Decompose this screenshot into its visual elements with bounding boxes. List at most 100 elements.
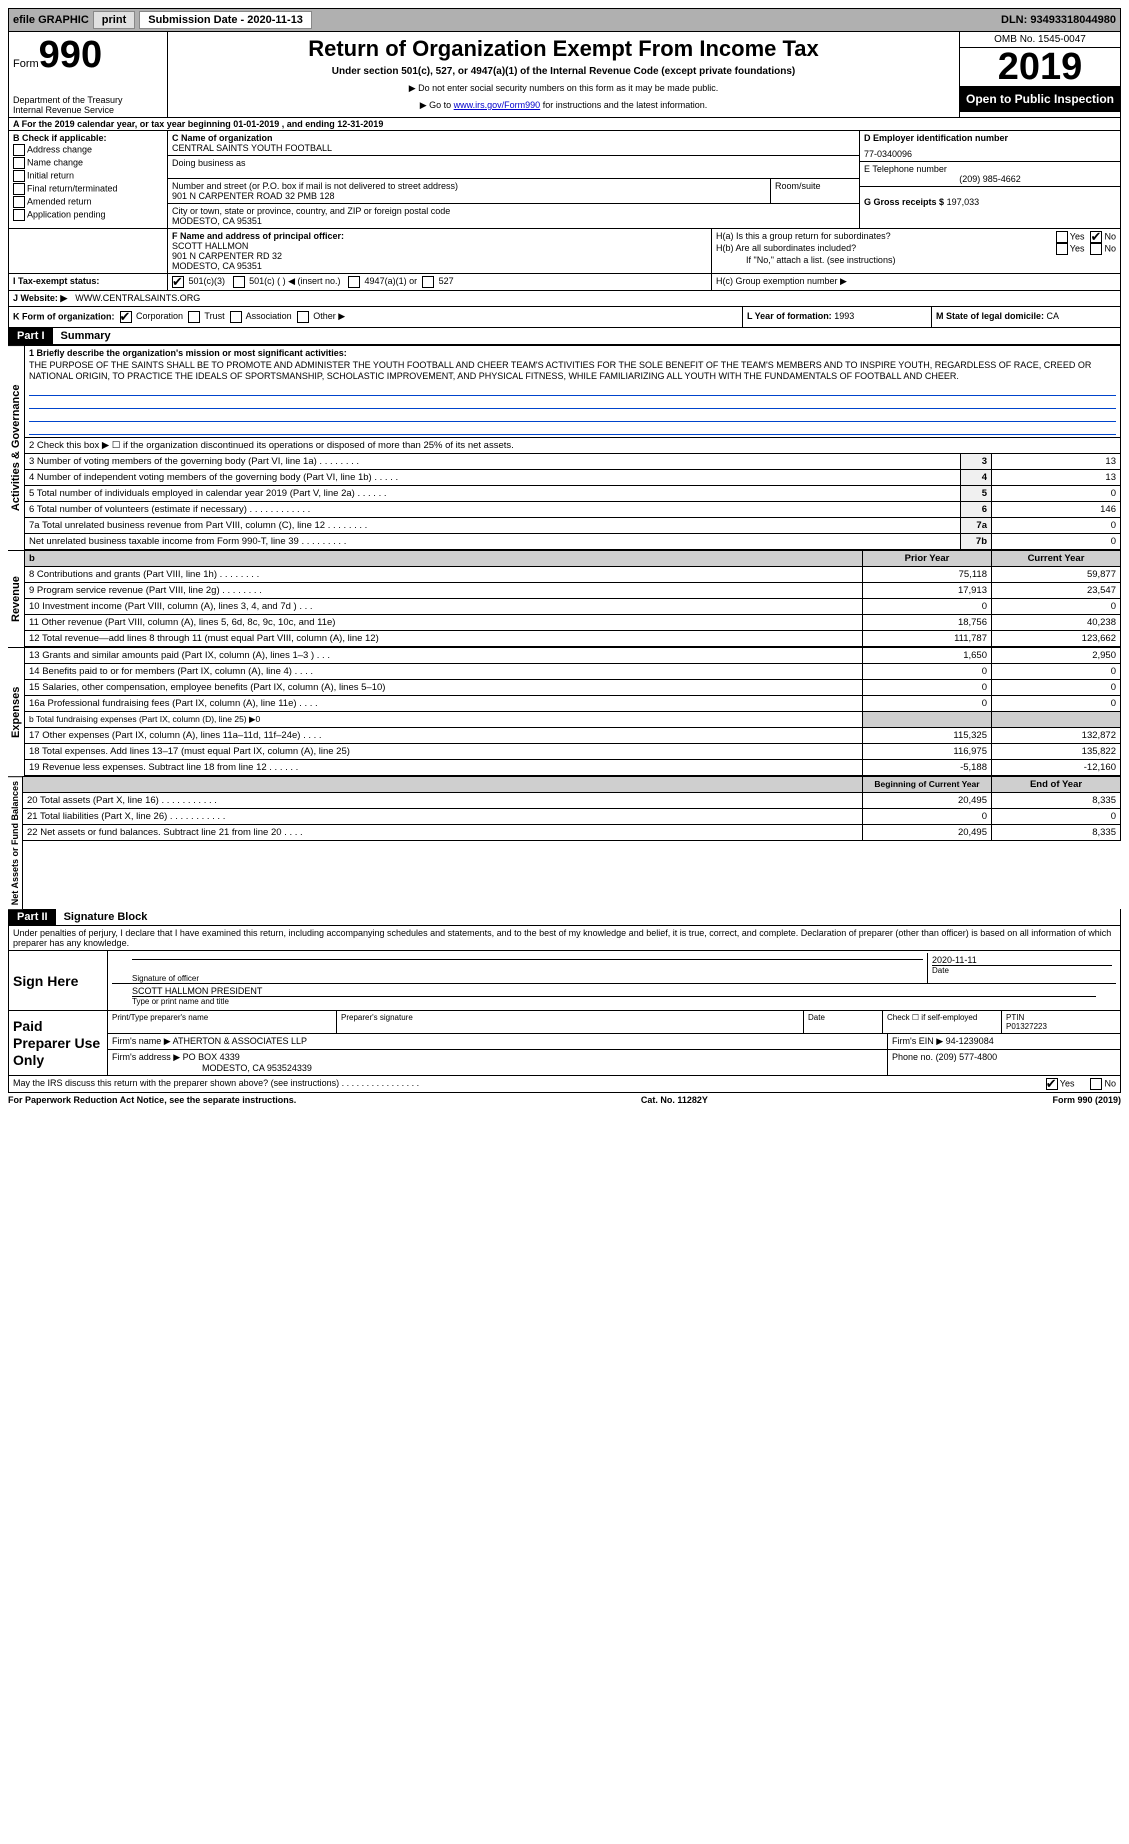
gross-receipts-label: G Gross receipts $ [864,197,944,207]
ha-label: H(a) Is this a group return for subordin… [716,231,1056,243]
line10-py: 0 [863,599,992,615]
city-label: City or town, state or province, country… [172,206,855,216]
line3-num: 3 [961,454,992,470]
exp-table: 13 Grants and similar amounts paid (Part… [25,647,1121,776]
ein-label: D Employer identification number [864,133,1116,143]
line12-text: 12 Total revenue—add lines 8 through 11 … [25,631,863,647]
line7b-val: 0 [992,534,1121,550]
line16a-text: 16a Professional fundraising fees (Part … [25,696,863,712]
addr-label: Number and street (or P.O. box if mail i… [172,181,766,191]
cb-address-change[interactable]: Address change [13,144,163,156]
line-a-tax-year: A For the 2019 calendar year, or tax yea… [8,118,1121,131]
row-l-label: L Year of formation: [747,311,832,321]
state-domicile: CA [1047,311,1060,321]
cb-501c[interactable]: 501(c) ( ) ◀ (insert no.) [233,276,341,286]
line4-text: 4 Number of independent voting members o… [25,470,961,486]
line16b-text: b Total fundraising expenses (Part IX, c… [25,712,863,728]
line7a-num: 7a [961,518,992,534]
line14-text: 14 Benefits paid to or for members (Part… [25,664,863,680]
officer-addr1: 901 N CARPENTER RD 32 [172,251,707,261]
line6-text: 6 Total number of volunteers (estimate i… [25,502,961,518]
line4-num: 4 [961,470,992,486]
line2: 2 Check this box ▶ ☐ if the organization… [25,438,1121,454]
irs-no[interactable]: No [1086,1076,1120,1092]
hb-no[interactable]: No [1090,243,1116,255]
cb-final-return[interactable]: Final return/terminated [13,183,163,195]
line21-text: 21 Total liabilities (Part X, line 26) .… [23,809,863,825]
tax-exempt-row: I Tax-exempt status: 501(c)(3) 501(c) ( … [8,274,1121,291]
line18-cy: 135,822 [992,744,1121,760]
line5-val: 0 [992,486,1121,502]
org-form-row: K Form of organization: Corporation Trus… [8,307,1121,328]
cb-corporation[interactable]: Corporation [120,311,184,321]
box-f-label: F Name and address of principal officer: [172,231,707,241]
irs-link[interactable]: www.irs.gov/Form990 [454,100,541,110]
irs-yes[interactable]: Yes [1042,1076,1079,1092]
cb-527[interactable]: 527 [422,276,454,286]
na-table: Beginning of Current YearEnd of Year 20 … [23,776,1121,841]
line8-py: 75,118 [863,567,992,583]
exp-section: Expenses 13 Grants and similar amounts p… [8,647,1121,776]
cb-4947[interactable]: 4947(a)(1) or [348,276,417,286]
sig-date-label: Date [932,965,1112,975]
line5-text: 5 Total number of individuals employed i… [25,486,961,502]
gross-receipts-value: 197,033 [947,197,980,207]
year-formation: 1993 [834,311,854,321]
line8-cy: 59,877 [992,567,1121,583]
part1-title: Summary [53,330,111,342]
ha-no[interactable]: No [1090,231,1116,243]
line12-py: 111,787 [863,631,992,647]
mission-label: 1 Briefly describe the organization's mi… [29,348,347,358]
submission-date: Submission Date - 2020-11-13 [139,11,312,29]
line17-py: 115,325 [863,728,992,744]
cb-501c3[interactable]: 501(c)(3) [172,276,225,286]
line20-cy: 8,335 [992,793,1121,809]
cb-trust[interactable]: Trust [188,311,225,321]
line18-py: 116,975 [863,744,992,760]
mission-line [29,398,1116,409]
line18-text: 18 Total expenses. Add lines 13–17 (must… [25,744,863,760]
line20-py: 20,495 [863,793,992,809]
gov-section: Activities & Governance 1 Briefly descri… [8,345,1121,550]
cb-application-pending[interactable]: Application pending [13,209,163,221]
line9-cy: 23,547 [992,583,1121,599]
officer-group-block: F Name and address of principal officer:… [8,229,1121,274]
line11-text: 11 Other revenue (Part VIII, column (A),… [25,615,863,631]
part2-header-row: Part II Signature Block [8,909,1121,926]
room-suite-label: Room/suite [770,179,859,203]
open-to-public: Open to Public Inspection [960,86,1120,112]
print-button[interactable]: print [93,11,135,29]
line3-text: 3 Number of voting members of the govern… [25,454,961,470]
part2-label: Part II [9,909,56,925]
mission-line [29,424,1116,435]
form-subtitle: Under section 501(c), 527, or 4947(a)(1)… [172,66,955,77]
hc-label: H(c) Group exemption number ▶ [711,274,1120,290]
ha-yes[interactable]: Yes [1056,231,1085,243]
firm-addr2: MODESTO, CA 953524339 [112,1063,312,1073]
line3-val: 13 [992,454,1121,470]
ptin-value: P01327223 [1006,1022,1116,1031]
org-name: CENTRAL SAINTS YOUTH FOOTBALL [172,143,855,153]
firm-ein-label: Firm's EIN ▶ [892,1036,943,1046]
row-i-label: I Tax-exempt status: [9,274,168,290]
mission-text: THE PURPOSE OF THE SAINTS SHALL BE TO PR… [29,360,1091,382]
line12-cy: 123,662 [992,631,1121,647]
cb-name-change[interactable]: Name change [13,157,163,169]
line16a-cy: 0 [992,696,1121,712]
cb-association[interactable]: Association [230,311,292,321]
firm-addr-label: Firm's address ▶ [112,1052,180,1062]
line22-text: 22 Net assets or fund balances. Subtract… [23,825,863,841]
org-address: 901 N CARPENTER ROAD 32 PMB 128 [172,191,766,201]
cb-initial-return[interactable]: Initial return [13,170,163,182]
dept-treasury: Department of the Treasury Internal Reve… [13,95,163,115]
side-na: Net Assets or Fund Balances [8,776,23,909]
cb-other[interactable]: Other ▶ [297,311,345,321]
irs-link-line: ▶ Go to www.irs.gov/Form990 for instruct… [172,100,955,111]
line22-cy: 8,335 [992,825,1121,841]
cb-amended-return[interactable]: Amended return [13,196,163,208]
paid-preparer-label: Paid Preparer Use Only [9,1011,108,1075]
hb-yes[interactable]: Yes [1056,243,1085,255]
identity-block: B Check if applicable: Address change Na… [8,131,1121,229]
website-value: WWW.CENTRALSAINTS.ORG [71,291,1120,306]
line17-text: 17 Other expenses (Part IX, column (A), … [25,728,863,744]
